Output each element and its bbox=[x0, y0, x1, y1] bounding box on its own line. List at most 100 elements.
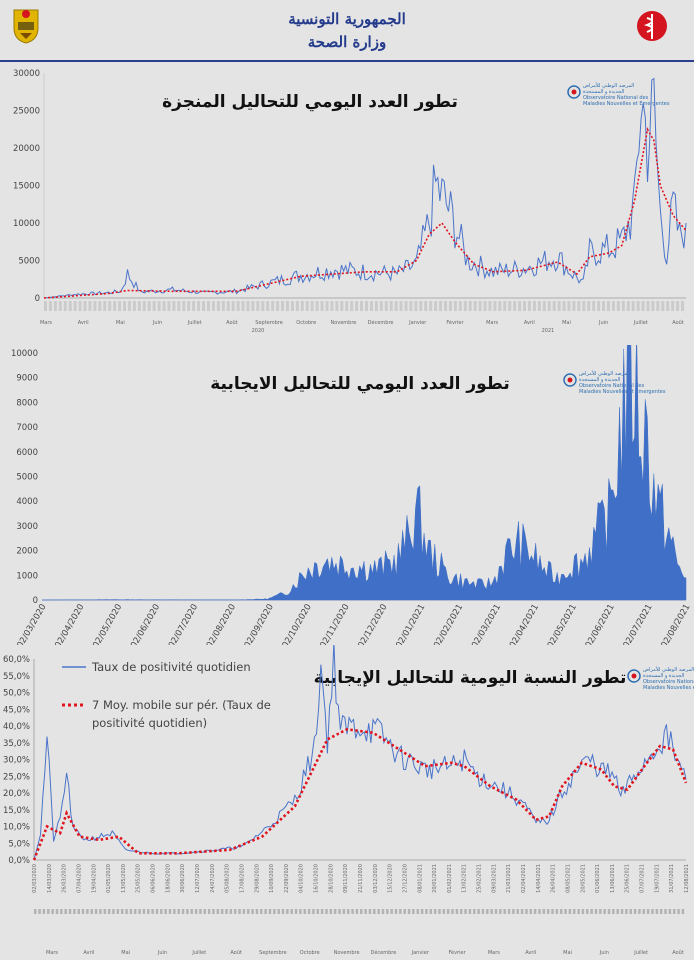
observatory-line: Observatoire National des bbox=[643, 679, 694, 685]
x-tick-date bbox=[557, 301, 561, 311]
x-tick-day bbox=[373, 909, 376, 914]
x-date-label: 02/05/2020 bbox=[91, 603, 124, 646]
republic-name: الجمهورية التونسية bbox=[288, 10, 406, 28]
x-tick-day bbox=[381, 909, 385, 914]
x-tick-day bbox=[473, 909, 476, 914]
x-tick-day bbox=[299, 909, 302, 914]
x-date-label: 03/12/2020 bbox=[373, 864, 379, 893]
x-date-label: 13/06/2021 bbox=[610, 864, 616, 893]
x-date-label: 05/08/2020 bbox=[225, 864, 231, 893]
month-label: Août bbox=[226, 319, 238, 326]
x-date-label: 19/04/2020 bbox=[91, 864, 97, 893]
month-label: Mai bbox=[563, 950, 572, 956]
month-label: Avril bbox=[525, 950, 536, 956]
x-tick-date bbox=[48, 301, 52, 311]
y-tick-label: 20,0% bbox=[3, 789, 30, 799]
x-date-label: 14/04/2021 bbox=[536, 864, 542, 893]
x-date-label: 02/03/2020 bbox=[15, 603, 48, 646]
x-tick-date bbox=[197, 301, 201, 311]
x-tick-date bbox=[167, 301, 171, 311]
observatory-line: الجديدة و المستجدة bbox=[579, 377, 620, 383]
x-tick-day bbox=[242, 909, 246, 914]
y-tick-label: 45,0% bbox=[3, 705, 30, 715]
y-tick-label: 2000 bbox=[16, 547, 38, 557]
x-date-label: 28/10/2020 bbox=[328, 864, 334, 893]
y-tick-label: 55,0% bbox=[3, 672, 30, 682]
x-tick-day bbox=[516, 909, 519, 914]
y-tick-label: 0 bbox=[35, 294, 40, 304]
ministry-header: الجمهورية التونسية وزارة الصحة bbox=[0, 0, 694, 65]
x-date-label: 26/03/2020 bbox=[62, 864, 68, 893]
x-tick-day bbox=[638, 909, 641, 914]
x-tick-day bbox=[246, 909, 250, 914]
x-tick-day bbox=[138, 909, 141, 914]
x-tick-date bbox=[285, 301, 289, 311]
y-tick-label: 30000 bbox=[13, 69, 40, 79]
month-label: Mars bbox=[40, 320, 52, 326]
y-tick-label: 10000 bbox=[11, 349, 38, 359]
x-tick-day bbox=[533, 909, 537, 914]
x-tick-day bbox=[251, 909, 254, 914]
x-date-label: 12/08/2021 bbox=[684, 864, 690, 893]
x-tick-day bbox=[125, 909, 128, 914]
x-tick-date bbox=[127, 301, 131, 311]
x-date-label: 02/05/2021 bbox=[546, 603, 579, 646]
x-date-label: 20/05/2021 bbox=[580, 864, 586, 893]
observatory-line: الجديدة و المستجدة bbox=[583, 89, 624, 95]
x-date-label: 07/04/2020 bbox=[76, 864, 82, 893]
x-tick-date bbox=[453, 301, 457, 311]
x-tick-day bbox=[446, 909, 450, 914]
observatory-line: المرصد الوطني للأمراض bbox=[643, 666, 694, 673]
x-tick-day bbox=[494, 909, 498, 914]
observatory-logo-icon bbox=[627, 669, 641, 683]
x-tick-day bbox=[664, 909, 667, 914]
x-tick-date bbox=[325, 301, 329, 311]
x-tick-day bbox=[599, 909, 602, 914]
x-tick-day bbox=[94, 909, 98, 914]
x-tick-date bbox=[656, 301, 660, 311]
x-tick-date bbox=[478, 301, 482, 311]
x-tick-day bbox=[133, 909, 137, 914]
month-label: Août bbox=[672, 949, 684, 956]
x-tick-date bbox=[58, 301, 62, 311]
x-tick-day bbox=[620, 909, 624, 914]
y-tick-label: 10,0% bbox=[3, 823, 30, 833]
x-tick-day bbox=[464, 909, 467, 914]
x-tick-day bbox=[190, 909, 193, 914]
x-tick-day bbox=[625, 909, 628, 914]
x-tick-date bbox=[53, 301, 57, 311]
month-label: Juillet bbox=[191, 950, 206, 956]
x-tick-date bbox=[241, 301, 245, 311]
x-date-label: 08/01/2021 bbox=[417, 864, 423, 893]
x-tick-day bbox=[572, 909, 576, 914]
x-tick-date bbox=[602, 301, 606, 311]
month-label: Juillet bbox=[633, 950, 648, 956]
x-tick-date bbox=[493, 301, 497, 311]
x-date-label: 02/08/2021 bbox=[659, 603, 692, 646]
x-tick-day bbox=[255, 909, 259, 914]
x-tick-day bbox=[173, 909, 176, 914]
x-tick-date bbox=[414, 301, 418, 311]
x-tick-day bbox=[646, 909, 650, 914]
x-tick-day bbox=[194, 909, 198, 914]
chart-daily-tests: 30000 25000 20000 15000 10000 5000 0 تطور العدد… bbox=[13, 69, 687, 334]
x-tick-day bbox=[520, 909, 524, 914]
x-tick-date bbox=[458, 301, 462, 311]
x-tick-date bbox=[621, 301, 625, 311]
x-date-label: 26/04/2021 bbox=[551, 864, 557, 893]
year-label: 2020 bbox=[252, 328, 265, 334]
x-tick-date bbox=[439, 301, 443, 311]
x-tick-day bbox=[38, 909, 41, 914]
x-tick-date bbox=[118, 301, 122, 311]
x-date-label: 01/02/2021 bbox=[447, 864, 453, 893]
x-tick-day bbox=[333, 909, 337, 914]
x-tick-date bbox=[582, 301, 586, 311]
x-tick-date bbox=[206, 301, 210, 311]
month-label: Juin bbox=[598, 320, 608, 326]
x-tick-day bbox=[546, 909, 550, 914]
x-date-label: 18/06/2020 bbox=[165, 864, 171, 893]
x-tick-date bbox=[177, 301, 181, 311]
x-tick-day bbox=[351, 909, 354, 914]
x-date-label: 09/11/2020 bbox=[343, 864, 349, 893]
x-tick-date bbox=[444, 301, 448, 311]
